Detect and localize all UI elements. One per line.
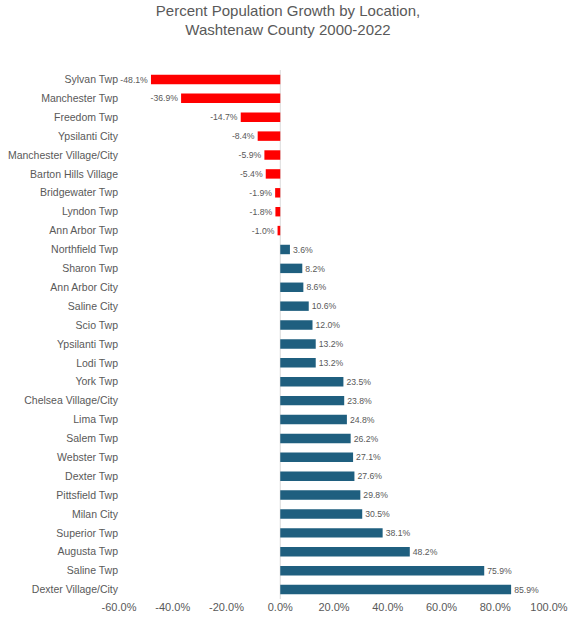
svg-text:10.6%: 10.6% [312, 301, 337, 311]
svg-text:-5.4%: -5.4% [240, 169, 263, 179]
svg-text:26.2%: 26.2% [354, 434, 379, 444]
svg-text:-60.0%: -60.0% [102, 601, 137, 613]
svg-text:3.6%: 3.6% [293, 245, 313, 255]
svg-text:Scio Twp: Scio Twp [76, 319, 119, 331]
svg-text:24.8%: 24.8% [350, 415, 375, 425]
svg-text:-14.7%: -14.7% [210, 112, 238, 122]
svg-text:Lyndon Twp: Lyndon Twp [62, 205, 118, 217]
svg-text:Salem Twp: Salem Twp [66, 432, 118, 444]
svg-text:Ypsilanti City: Ypsilanti City [58, 130, 119, 142]
svg-text:Dexter Village/City: Dexter Village/City [32, 583, 119, 595]
svg-text:Pittsfield Twp: Pittsfield Twp [56, 489, 118, 501]
svg-text:Lodi Twp: Lodi Twp [76, 357, 118, 369]
svg-text:27.1%: 27.1% [356, 452, 381, 462]
svg-text:-1.0%: -1.0% [252, 226, 275, 236]
svg-text:Saline City: Saline City [68, 300, 119, 312]
svg-text:13.2%: 13.2% [319, 358, 344, 368]
svg-text:Manchester Twp: Manchester Twp [41, 92, 118, 104]
svg-text:23.5%: 23.5% [346, 377, 371, 387]
svg-text:60.0%: 60.0% [426, 601, 457, 613]
svg-text:-48.1%: -48.1% [120, 75, 148, 85]
svg-text:Ann Arbor City: Ann Arbor City [50, 281, 118, 293]
svg-text:Ann Arbor Twp: Ann Arbor Twp [49, 224, 118, 236]
svg-text:13.2%: 13.2% [319, 339, 344, 349]
svg-text:Saline Twp: Saline Twp [67, 564, 118, 576]
svg-text:12.0%: 12.0% [316, 320, 341, 330]
svg-text:Northfield Twp: Northfield Twp [51, 243, 118, 255]
svg-text:75.9%: 75.9% [487, 566, 512, 576]
svg-text:York Twp: York Twp [75, 375, 118, 387]
svg-text:Lima Twp: Lima Twp [73, 413, 118, 425]
svg-text:Dexter Twp: Dexter Twp [65, 470, 118, 482]
svg-text:80.0%: 80.0% [480, 601, 511, 613]
svg-text:0.0%: 0.0% [268, 601, 293, 613]
svg-text:27.6%: 27.6% [357, 471, 382, 481]
svg-text:8.6%: 8.6% [306, 282, 326, 292]
svg-text:Barton Hills Village: Barton Hills Village [30, 168, 118, 180]
svg-text:-1.8%: -1.8% [250, 207, 273, 217]
svg-text:100.0%: 100.0% [530, 601, 568, 613]
svg-text:Bridgewater Twp: Bridgewater Twp [40, 186, 118, 198]
svg-text:8.2%: 8.2% [305, 264, 325, 274]
svg-text:48.2%: 48.2% [413, 547, 438, 557]
svg-text:Percent Population Growth by L: Percent Population Growth by Location,Wa… [156, 2, 420, 39]
svg-text:-8.4%: -8.4% [232, 131, 255, 141]
svg-text:Ypsilanti Twp: Ypsilanti Twp [57, 338, 118, 350]
svg-text:-20.0%: -20.0% [209, 601, 244, 613]
svg-text:30.5%: 30.5% [365, 509, 390, 519]
svg-text:20.0%: 20.0% [318, 601, 349, 613]
svg-text:29.8%: 29.8% [363, 490, 388, 500]
svg-text:-1.9%: -1.9% [249, 188, 272, 198]
svg-text:Webster Twp: Webster Twp [57, 451, 118, 463]
svg-text:38.1%: 38.1% [386, 528, 411, 538]
svg-text:-5.9%: -5.9% [239, 150, 262, 160]
svg-text:Manchester Village/City: Manchester Village/City [8, 149, 119, 161]
svg-text:Freedom Twp: Freedom Twp [54, 111, 118, 123]
svg-text:Superior Twp: Superior Twp [56, 527, 118, 539]
svg-text:-40.0%: -40.0% [155, 601, 190, 613]
svg-text:Milan City: Milan City [72, 508, 119, 520]
svg-text:Augusta Twp: Augusta Twp [57, 545, 118, 557]
svg-text:Chelsea Village/City: Chelsea Village/City [24, 394, 119, 406]
svg-text:23.8%: 23.8% [347, 396, 372, 406]
svg-text:85.9%: 85.9% [514, 585, 539, 595]
svg-text:Sharon Twp: Sharon Twp [62, 262, 118, 274]
svg-text:40.0%: 40.0% [372, 601, 403, 613]
svg-text:Sylvan Twp: Sylvan Twp [65, 73, 119, 85]
svg-text:-36.9%: -36.9% [151, 93, 179, 103]
